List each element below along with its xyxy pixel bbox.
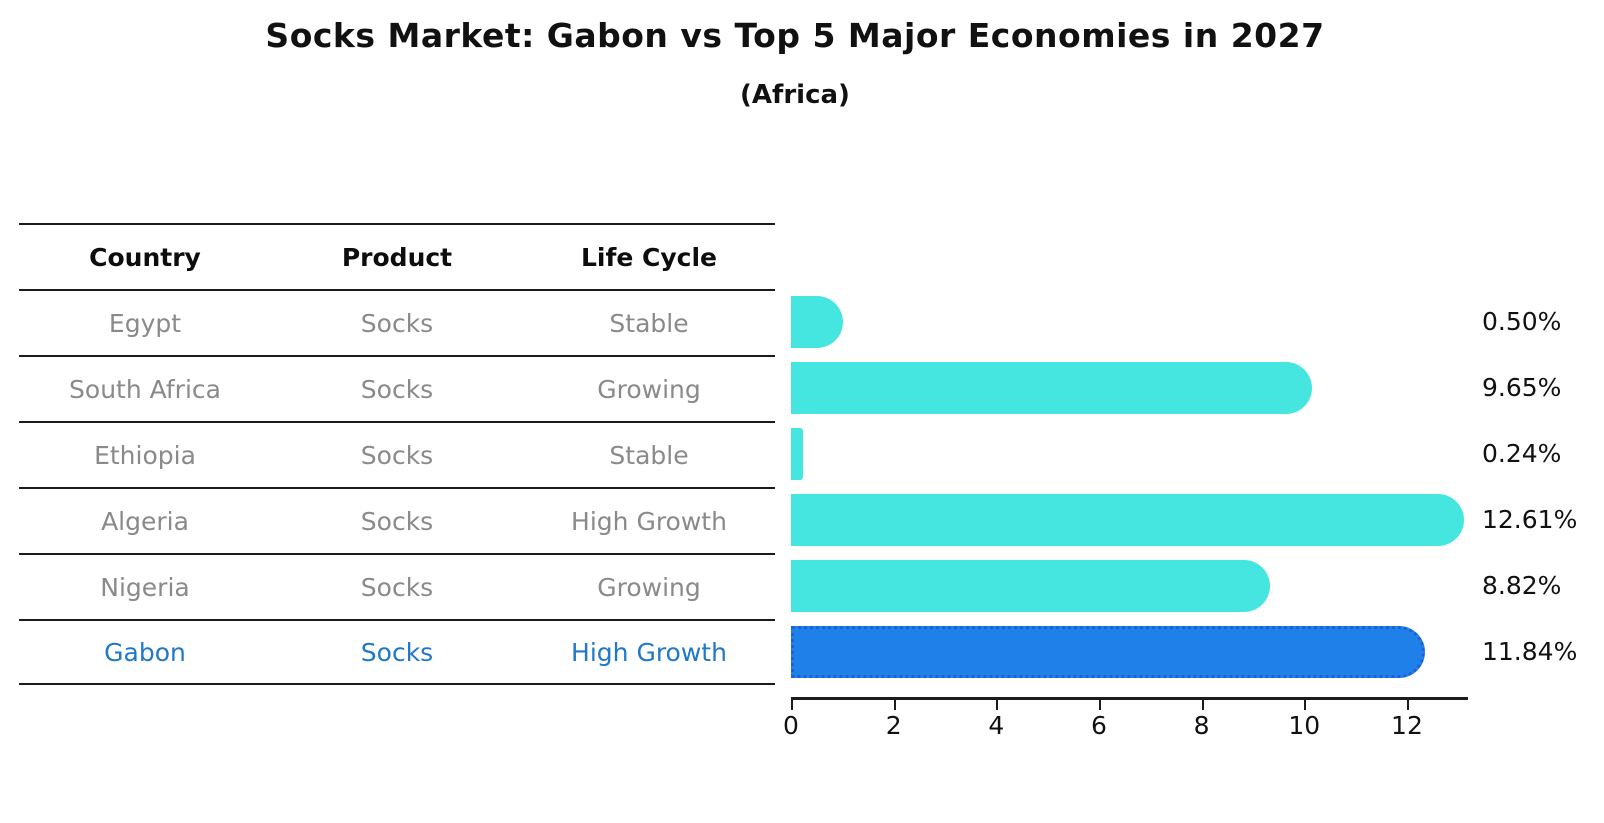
value-label-algeria: 12.61% xyxy=(1482,505,1578,534)
column-header-life-cycle: Life Cycle xyxy=(580,242,718,272)
x-tick-mark xyxy=(1304,700,1307,710)
x-tick-label: 2 xyxy=(885,711,902,740)
table-row-south-africa: South Africa Socks Growing xyxy=(19,355,775,421)
cell-life-cycle: High Growth xyxy=(571,506,727,536)
bar-south-africa xyxy=(791,362,1313,414)
x-axis-line xyxy=(791,697,1468,700)
table-row-gabon: Gabon Socks High Growth xyxy=(19,619,775,685)
cell-product: Socks xyxy=(360,572,434,602)
cell-product: Socks xyxy=(360,440,434,470)
cell-life-cycle: Growing xyxy=(597,374,701,404)
bar-algeria xyxy=(791,494,1465,546)
bar-gabon xyxy=(791,626,1425,678)
x-tick-label: 0 xyxy=(783,711,799,740)
x-tick-label: 8 xyxy=(1193,711,1210,740)
x-tick-mark xyxy=(1201,700,1204,710)
value-label-south-africa: 9.65% xyxy=(1482,373,1562,402)
chart-subtitle: (Africa) xyxy=(740,80,850,110)
x-tick-label: 10 xyxy=(1288,711,1321,740)
x-tick-mark xyxy=(1098,700,1101,710)
cell-country: Nigeria xyxy=(100,572,190,602)
table-row-ethiopia: Ethiopia Socks Stable xyxy=(19,421,775,487)
cell-product: Socks xyxy=(360,637,434,667)
x-tick-mark xyxy=(1406,700,1409,710)
column-header-country: Country xyxy=(89,242,201,272)
value-label-nigeria: 8.82% xyxy=(1482,571,1562,600)
value-label-gabon: 11.84% xyxy=(1482,637,1578,666)
x-tick-label: 4 xyxy=(988,711,1005,740)
cell-country: Egypt xyxy=(108,308,182,338)
country-table: Country Product Life Cycle Egypt Socks Sta… xyxy=(19,223,775,685)
cell-life-cycle: High Growth xyxy=(571,637,727,667)
table-row-egypt: Egypt Socks Stable xyxy=(19,289,775,355)
x-tick-mark xyxy=(893,700,896,710)
x-tick-mark xyxy=(996,700,999,710)
cell-life-cycle: Stable xyxy=(609,440,689,470)
cell-country: Gabon xyxy=(104,637,186,667)
cell-life-cycle: Growing xyxy=(597,572,701,602)
x-tick-mark xyxy=(791,700,793,710)
bar-egypt xyxy=(791,296,843,348)
value-label-ethiopia: 0.24% xyxy=(1482,439,1562,468)
cell-country: South Africa xyxy=(69,374,221,404)
value-label-egypt: 0.50% xyxy=(1482,307,1562,336)
column-header-product: Product xyxy=(341,242,453,272)
x-tick-label: 6 xyxy=(1091,711,1107,740)
cell-product: Socks xyxy=(360,308,434,338)
x-tick-label: 12 xyxy=(1391,711,1423,740)
bar-ethiopia xyxy=(791,428,804,480)
bar-nigeria xyxy=(791,560,1270,612)
chart-title: Socks Market: Gabon vs Top 5 Major Econo… xyxy=(265,16,1325,55)
cell-product: Socks xyxy=(360,506,434,536)
cell-country: Ethiopia xyxy=(94,440,196,470)
table-header-row: Country Product Life Cycle xyxy=(19,223,775,289)
cell-life-cycle: Stable xyxy=(609,308,689,338)
cell-country: Algeria xyxy=(101,506,189,536)
cell-product: Socks xyxy=(360,374,434,404)
table-row-nigeria: Nigeria Socks Growing xyxy=(19,553,775,619)
table-row-algeria: Algeria Socks High Growth xyxy=(19,487,775,553)
